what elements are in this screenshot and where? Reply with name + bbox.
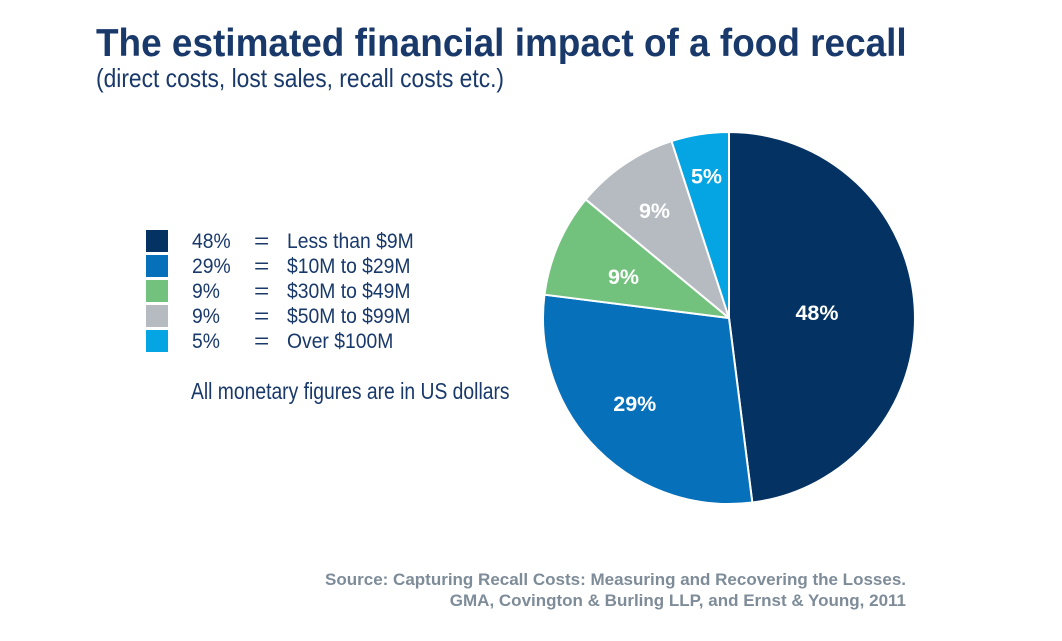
svg-text:48%: 48% [795, 301, 838, 325]
svg-text:29%: 29% [613, 391, 656, 415]
svg-text:9%: 9% [608, 264, 639, 288]
svg-text:5%: 5% [691, 164, 722, 188]
svg-text:9%: 9% [639, 198, 670, 222]
